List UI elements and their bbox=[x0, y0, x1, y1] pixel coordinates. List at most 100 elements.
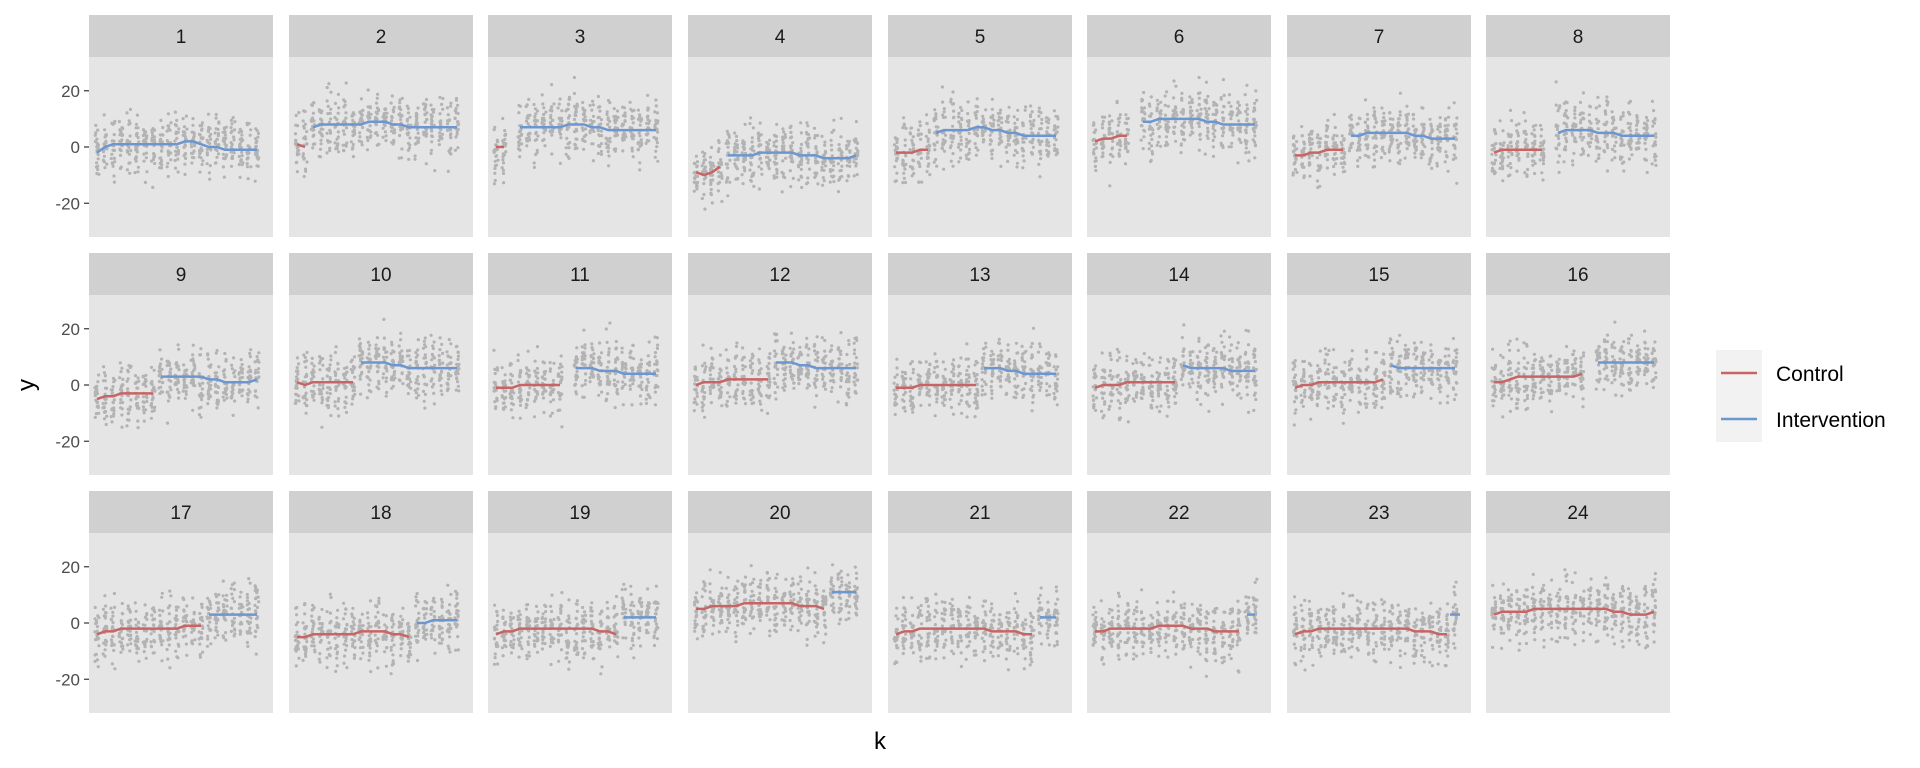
observation-point bbox=[373, 116, 378, 120]
observation-point bbox=[153, 161, 157, 166]
observation-point bbox=[1211, 132, 1215, 136]
observation-point bbox=[580, 355, 584, 359]
observation-point bbox=[1435, 161, 1439, 165]
observation-point bbox=[310, 361, 314, 365]
observation-point bbox=[1372, 152, 1376, 156]
observation-point bbox=[136, 170, 140, 174]
observation-point bbox=[182, 125, 186, 129]
observation-point bbox=[1614, 140, 1618, 144]
observation-point bbox=[749, 116, 753, 120]
observation-point bbox=[247, 151, 251, 155]
observation-point bbox=[200, 398, 204, 402]
observation-point bbox=[1606, 100, 1610, 104]
observation-point bbox=[405, 117, 409, 121]
observation-point bbox=[822, 160, 826, 165]
observation-point bbox=[1653, 155, 1657, 159]
observation-point bbox=[456, 372, 460, 376]
observation-point bbox=[296, 372, 300, 376]
observation-point bbox=[589, 354, 593, 358]
observation-point bbox=[501, 158, 505, 162]
observation-point bbox=[384, 376, 389, 380]
observation-point bbox=[614, 347, 618, 351]
observation-point bbox=[806, 141, 810, 145]
observation-point bbox=[1254, 89, 1258, 93]
observation-point bbox=[1316, 141, 1320, 145]
observation-point bbox=[255, 359, 259, 363]
observation-point bbox=[449, 146, 453, 150]
observation-point bbox=[103, 374, 107, 378]
observation-point bbox=[1595, 145, 1599, 149]
observation-point bbox=[445, 381, 449, 385]
observation-point bbox=[239, 159, 243, 163]
observation-point bbox=[392, 373, 396, 377]
observation-point bbox=[221, 395, 225, 399]
observation-point bbox=[716, 149, 721, 154]
observation-point bbox=[575, 129, 579, 133]
observation-point bbox=[400, 114, 404, 118]
observation-point bbox=[145, 134, 149, 138]
observation-point bbox=[1229, 117, 1233, 121]
observation-point bbox=[183, 135, 187, 139]
observation-point bbox=[1244, 128, 1248, 132]
observation-point bbox=[1413, 151, 1417, 155]
observation-point bbox=[407, 157, 411, 161]
observation-point bbox=[630, 149, 634, 153]
observation-point bbox=[526, 122, 530, 126]
observation-point bbox=[344, 144, 348, 148]
observation-point bbox=[1244, 151, 1248, 155]
observation-point bbox=[1115, 130, 1119, 134]
observation-point bbox=[654, 98, 658, 102]
observation-point bbox=[1646, 119, 1650, 123]
observation-point bbox=[166, 161, 170, 165]
observation-point bbox=[750, 174, 754, 179]
observation-point bbox=[908, 148, 912, 152]
observation-point bbox=[1436, 124, 1440, 129]
observation-point bbox=[1621, 130, 1625, 134]
observation-point bbox=[1643, 141, 1647, 145]
observation-point bbox=[1037, 106, 1041, 110]
observation-point bbox=[118, 147, 122, 151]
observation-point bbox=[369, 112, 373, 116]
observation-point bbox=[1245, 103, 1249, 107]
observation-point bbox=[248, 133, 252, 137]
observation-point bbox=[206, 357, 210, 361]
observation-point bbox=[542, 410, 546, 415]
observation-point bbox=[1119, 144, 1123, 148]
observation-point bbox=[399, 331, 403, 335]
observation-point bbox=[358, 131, 362, 135]
observation-point bbox=[1230, 114, 1234, 118]
observation-point bbox=[249, 348, 253, 352]
observation-point bbox=[1222, 116, 1226, 120]
observation-point bbox=[624, 135, 628, 139]
observation-point bbox=[838, 175, 842, 179]
observation-point bbox=[1179, 142, 1183, 146]
observation-point bbox=[654, 104, 658, 108]
observation-point bbox=[655, 121, 660, 125]
observation-point bbox=[320, 118, 324, 122]
observation-point bbox=[1492, 161, 1497, 166]
observation-point bbox=[558, 397, 562, 401]
observation-point bbox=[159, 133, 163, 137]
observation-point bbox=[918, 124, 922, 128]
observation-point bbox=[1239, 140, 1243, 145]
observation-point bbox=[838, 169, 842, 173]
observation-point bbox=[305, 142, 309, 146]
observation-point bbox=[1635, 119, 1639, 123]
observation-point bbox=[750, 148, 754, 152]
observation-point bbox=[429, 151, 433, 156]
observation-point bbox=[1541, 178, 1545, 182]
observation-point bbox=[492, 128, 496, 132]
observation-point bbox=[533, 388, 537, 392]
observation-point bbox=[400, 147, 404, 151]
observation-point bbox=[548, 129, 552, 133]
observation-point bbox=[1031, 131, 1035, 135]
observation-point bbox=[800, 185, 804, 190]
observation-point bbox=[805, 132, 809, 136]
observation-point bbox=[110, 388, 114, 392]
observation-point bbox=[590, 346, 594, 350]
observation-point bbox=[173, 110, 177, 114]
observation-point bbox=[390, 386, 394, 390]
observation-point bbox=[1046, 126, 1050, 130]
observation-point bbox=[310, 356, 314, 360]
observation-point bbox=[1645, 170, 1649, 175]
